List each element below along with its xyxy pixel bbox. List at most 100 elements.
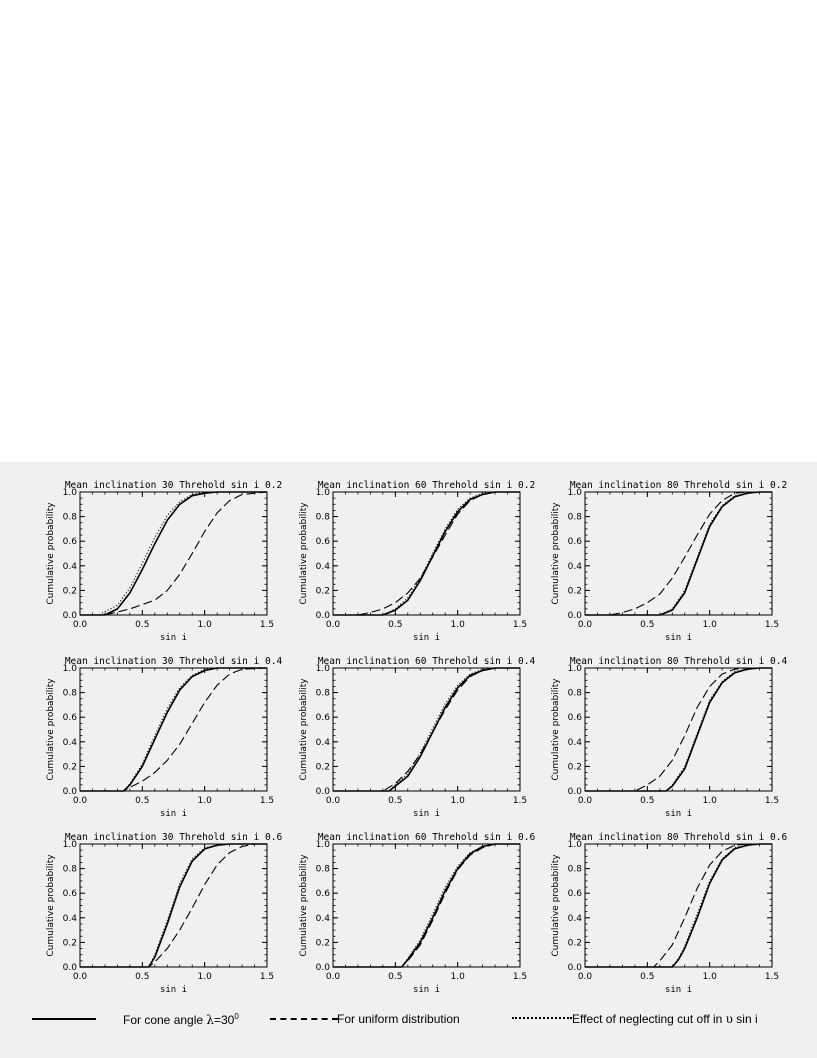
- chart-title: Mean inclination 60 Threhold sin i 0.4: [318, 656, 536, 667]
- series-dotted-line: [333, 667, 520, 792]
- chart-panel-3: Mean inclination 80 Threhold sin i 0.2 0.…: [551, 480, 787, 643]
- y-tick-label: 0.4: [63, 562, 78, 572]
- x-tick-label: 0.5: [640, 972, 654, 982]
- y-tick-label: 0.2: [568, 762, 582, 772]
- y-tick-label: 0.6: [63, 537, 78, 547]
- x-tick-label: 1.5: [765, 796, 779, 806]
- plot-frame: [584, 843, 773, 968]
- x-tick-label: 0.5: [640, 796, 654, 806]
- y-axis-label: Cumulative probability: [551, 502, 561, 605]
- chart-panel-4: Mean inclination 30 Threhold sin i 0.4 0.…: [46, 656, 282, 819]
- y-tick-label: 1.0: [316, 840, 331, 850]
- y-tick-label: 0.6: [568, 537, 583, 547]
- chart-title: Mean inclination 30 Threhold sin i 0.6: [65, 832, 283, 843]
- x-axis-label: sin i: [160, 985, 187, 995]
- series-solid-line: [80, 843, 267, 968]
- x-axis-label: sin i: [665, 809, 692, 819]
- x-tick-label: 0.0: [73, 796, 88, 806]
- y-tick-label: 1.0: [316, 664, 331, 674]
- legend-degree-sup: 0: [234, 1012, 239, 1021]
- y-tick-label: 1.0: [568, 840, 583, 850]
- series-solid-line: [333, 843, 520, 968]
- x-tick-label: 0.0: [73, 972, 88, 982]
- x-axis-label: sin i: [160, 809, 187, 819]
- x-axis-label: sin i: [413, 809, 440, 819]
- x-tick-label: 1.0: [703, 796, 718, 806]
- x-tick-label: 0.0: [326, 796, 341, 806]
- y-axis-label: Cumulative probability: [46, 854, 56, 957]
- legend-dotted-line: [512, 1017, 572, 1019]
- y-axis-label: Cumulative probability: [46, 678, 56, 781]
- y-tick-label: 0.8: [568, 513, 583, 523]
- chart-panel-9: Mean inclination 80 Threhold sin i 0.6 0.…: [551, 832, 787, 995]
- legend-sini-text: sin i: [732, 1012, 758, 1026]
- legend-dashed-label: For uniform distribution: [337, 1012, 460, 1026]
- series-dashed-line: [333, 491, 520, 616]
- y-tick-label: 0.0: [63, 611, 78, 621]
- x-tick-label: 0.0: [326, 620, 341, 630]
- y-tick-label: 1.0: [568, 664, 583, 674]
- series-dotted-line: [333, 491, 520, 616]
- x-tick-label: 1.5: [260, 620, 274, 630]
- y-tick-label: 0.0: [568, 963, 583, 973]
- y-axis-label: Cumulative probability: [551, 854, 561, 957]
- chart-panel-8: Mean inclination 60 Threhold sin i 0.6 0.…: [299, 832, 535, 995]
- x-tick-label: 1.5: [513, 972, 527, 982]
- y-tick-label: 0.2: [63, 938, 77, 948]
- series-dashed-line: [80, 491, 268, 616]
- chart-title: Mean inclination 60 Threhold sin i 0.6: [318, 832, 536, 843]
- chart-title: Mean inclination 60 Threhold sin i 0.2: [318, 480, 535, 491]
- y-axis-label: Cumulative probability: [299, 678, 309, 781]
- x-axis-label: sin i: [665, 633, 692, 643]
- x-tick-label: 1.0: [198, 972, 213, 982]
- y-axis-label: Cumulative probability: [299, 854, 309, 957]
- y-tick-label: 0.6: [316, 537, 331, 547]
- x-tick-label: 1.0: [198, 796, 213, 806]
- x-tick-label: 0.5: [135, 796, 149, 806]
- series-dotted-line: [333, 843, 520, 968]
- series-dashed-line: [80, 843, 267, 968]
- series-dashed-line: [585, 843, 772, 968]
- legend-dotted-text: Effect of neglecting cut off in: [572, 1012, 726, 1026]
- y-tick-label: 0.0: [568, 787, 583, 797]
- y-tick-label: 0.6: [568, 889, 583, 899]
- x-axis-label: sin i: [665, 985, 692, 995]
- chart-title: Mean inclination 30 Threhold sin i 0.2: [65, 480, 282, 491]
- x-tick-label: 0.5: [388, 796, 402, 806]
- y-tick-label: 0.8: [568, 689, 583, 699]
- y-tick-label: 0.4: [63, 738, 78, 748]
- chart-panel-6: Mean inclination 80 Threhold sin i 0.4 0.…: [551, 656, 787, 819]
- plot-frame: [79, 667, 268, 792]
- y-tick-label: 0.2: [316, 586, 330, 596]
- y-axis-label: Cumulative probability: [299, 502, 309, 605]
- series-solid-line: [80, 667, 267, 792]
- x-tick-label: 0.5: [388, 972, 402, 982]
- x-tick-label: 0.0: [326, 972, 341, 982]
- y-tick-label: 0.8: [316, 865, 331, 875]
- y-tick-label: 0.4: [316, 914, 331, 924]
- x-tick-label: 0.5: [388, 620, 402, 630]
- y-tick-label: 1.0: [63, 664, 78, 674]
- chart-panel-7: Mean inclination 30 Threhold sin i 0.6 0.…: [46, 832, 282, 995]
- legend-solid-text: For cone angle: [123, 1013, 207, 1027]
- chart-title: Mean inclination 80 Threhold sin i 0.6: [570, 832, 788, 843]
- y-tick-label: 0.4: [568, 914, 583, 924]
- y-tick-label: 0.6: [316, 713, 331, 723]
- y-tick-label: 1.0: [316, 488, 331, 498]
- x-axis-label: sin i: [160, 633, 187, 643]
- chart-title: Mean inclination 80 Threhold sin i 0.2: [570, 480, 787, 491]
- x-tick-label: 0.0: [578, 796, 593, 806]
- plot-frame: [584, 491, 773, 616]
- series-solid-line: [80, 491, 267, 616]
- chart-panel-1: Mean inclination 30 Threhold sin i 0.2 0.…: [46, 480, 282, 643]
- y-tick-label: 0.0: [63, 787, 78, 797]
- y-tick-label: 0.4: [568, 738, 583, 748]
- x-tick-label: 1.5: [260, 972, 274, 982]
- y-tick-label: 0.0: [63, 963, 78, 973]
- series-dashed-line: [333, 667, 520, 792]
- legend-solid-line: [32, 1018, 96, 1020]
- x-tick-label: 1.0: [703, 620, 718, 630]
- series-dashed-line: [585, 667, 772, 792]
- x-tick-label: 0.0: [578, 972, 593, 982]
- plot-frame: [584, 667, 773, 792]
